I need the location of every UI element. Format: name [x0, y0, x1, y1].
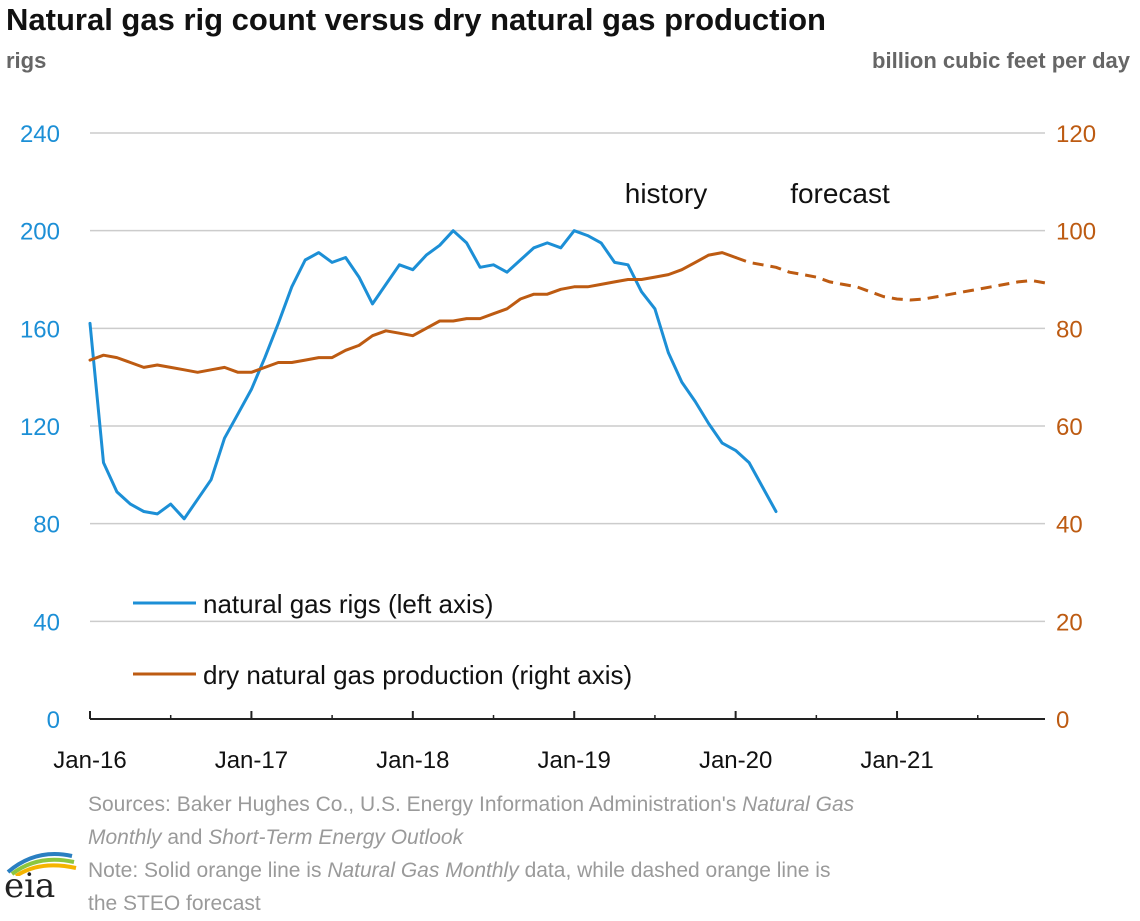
history-annotation: history	[625, 178, 707, 209]
right-y-tick-label: 80	[1056, 316, 1083, 343]
x-tick-label: Jan-18	[376, 747, 449, 774]
sources-segment: the STEO forecast	[88, 892, 261, 915]
sources-segment: data, while dashed orange line is	[518, 859, 831, 882]
production-forecast-line	[735, 256, 1046, 302]
rigs-series-line	[88, 229, 778, 521]
sources-segment: Natural Gas Monthly	[327, 859, 519, 882]
right-y-tick-label: 0	[1056, 707, 1069, 734]
left-y-tick-label: 40	[33, 609, 60, 636]
sources-segment: and	[161, 826, 209, 849]
x-tick-label: Jan-19	[538, 747, 611, 774]
right-y-tick-label: 60	[1056, 414, 1083, 441]
chart-title: Natural gas rig count versus dry natural…	[6, 2, 826, 37]
sources-segment: Sources: Baker Hughes Co., U.S. Energy I…	[88, 793, 743, 816]
left-y-tick-label: 240	[20, 121, 60, 148]
x-tick-label: Jan-17	[215, 747, 288, 774]
right-y-tick-label: 100	[1056, 219, 1096, 246]
legend: natural gas rigs (left axis) dry natural…	[133, 589, 632, 690]
left-y-axis-labels: 0 40 80 120 160 200 240	[20, 121, 60, 734]
sources-segment: Natural Gas	[742, 793, 855, 816]
production-series-line	[88, 251, 738, 374]
sources-line: Sources: Baker Hughes Co., U.S. Energy I…	[88, 788, 1088, 821]
gridlines	[90, 132, 1045, 623]
left-y-tick-label: 200	[20, 219, 60, 246]
legend-label-rigs: natural gas rigs (left axis)	[203, 589, 493, 619]
right-y-tick-label: 120	[1056, 121, 1096, 148]
sources-segment: Short-Term Energy Outlook	[208, 826, 464, 849]
sources-line: the STEO forecast	[88, 887, 1088, 920]
sources-line: Note: Solid orange line is Natural Gas M…	[88, 854, 1088, 887]
left-y-tick-label: 160	[20, 316, 60, 343]
forecast-annotation: forecast	[790, 178, 890, 209]
sources-note: Sources: Baker Hughes Co., U.S. Energy I…	[88, 788, 1088, 920]
right-y-axis-labels: 0 20 40 60 80 100 120	[1056, 121, 1096, 734]
x-tick-label: Jan-21	[860, 747, 933, 774]
left-y-tick-label: 0	[47, 707, 60, 734]
legend-label-production: dry natural gas production (right axis)	[203, 660, 632, 690]
x-tick-label: Jan-16	[53, 747, 126, 774]
right-axis-unit: billion cubic feet per day	[872, 48, 1130, 73]
left-axis-unit: rigs	[6, 48, 47, 73]
x-tick-label: Jan-20	[699, 747, 772, 774]
sources-segment: Monthly	[88, 826, 162, 849]
sources-line: Monthly and Short-Term Energy Outlook	[88, 821, 1088, 854]
right-y-tick-label: 40	[1056, 512, 1083, 539]
x-axis	[89, 711, 1045, 720]
sources-segment: Note: Solid orange line is	[88, 859, 328, 882]
series-lines	[88, 229, 1046, 521]
left-y-tick-label: 80	[33, 512, 60, 539]
eia-logo-text: eia	[4, 866, 56, 906]
eia-logo-icon	[6, 852, 77, 876]
right-y-tick-label: 20	[1056, 609, 1083, 636]
left-y-tick-label: 120	[20, 414, 60, 441]
x-axis-labels: Jan-16 Jan-17 Jan-18 Jan-19 Jan-20 Jan-21	[53, 747, 933, 774]
